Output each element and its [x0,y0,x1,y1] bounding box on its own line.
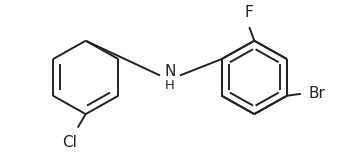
Text: F: F [245,5,254,20]
Text: N: N [164,64,176,79]
Text: Cl: Cl [62,135,77,150]
Text: H: H [165,79,175,92]
Text: Br: Br [309,86,326,101]
